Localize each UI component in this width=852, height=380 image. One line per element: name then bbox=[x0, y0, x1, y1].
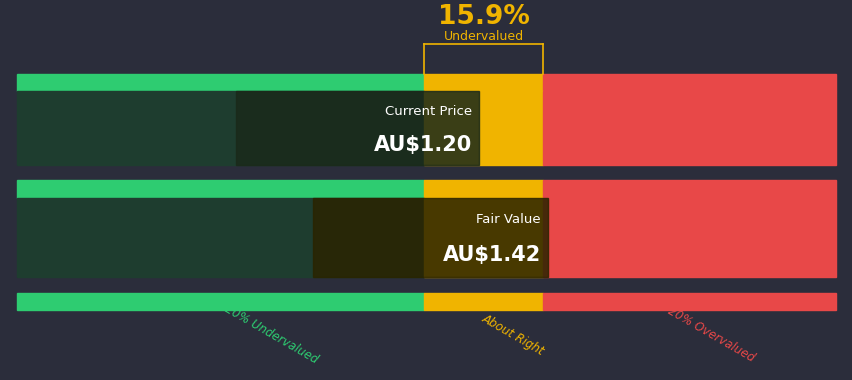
Bar bbox=[17, 198, 423, 277]
Text: Current Price: Current Price bbox=[385, 105, 472, 119]
Text: AU$1.42: AU$1.42 bbox=[442, 245, 540, 265]
Bar bbox=[236, 91, 479, 165]
Text: 20% Overvalued: 20% Overvalued bbox=[665, 304, 756, 364]
Text: 20% Undervalued: 20% Undervalued bbox=[222, 302, 320, 366]
Bar bbox=[423, 180, 543, 198]
Bar bbox=[17, 91, 423, 165]
Bar bbox=[313, 198, 547, 277]
Text: AU$1.20: AU$1.20 bbox=[374, 135, 472, 155]
Bar bbox=[543, 91, 835, 165]
Bar bbox=[17, 180, 423, 198]
Bar bbox=[423, 198, 543, 277]
Bar bbox=[543, 74, 835, 91]
Text: 15.9%: 15.9% bbox=[437, 4, 529, 30]
Bar bbox=[17, 293, 423, 310]
Text: About Right: About Right bbox=[480, 311, 546, 358]
Bar bbox=[423, 91, 543, 165]
Text: Undervalued: Undervalued bbox=[443, 30, 523, 43]
Bar bbox=[423, 293, 543, 310]
Text: Fair Value: Fair Value bbox=[475, 214, 540, 226]
Bar bbox=[17, 74, 423, 91]
Bar bbox=[543, 198, 835, 277]
Bar bbox=[543, 293, 835, 310]
Bar bbox=[423, 74, 543, 91]
Bar bbox=[543, 180, 835, 198]
